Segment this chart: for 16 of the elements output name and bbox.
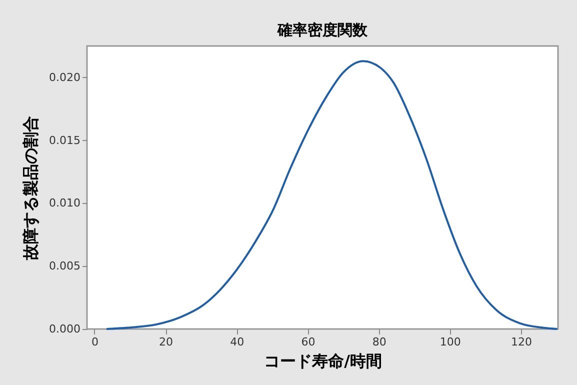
y-tick-label: 0.005 [49,260,80,273]
y-tick-label: 0.010 [49,196,80,210]
x-tick-label: 100 [440,336,461,348]
x-tick-label: 60 [301,336,316,348]
line-series [106,60,558,330]
x-axis-title: コード寿命/時間 [264,352,382,370]
chart-title: 確率密度関数 [276,21,368,39]
x-tick-label: 80 [372,336,386,348]
y-tick-label: 0.020 [49,70,80,84]
x-tick-label: 120 [511,336,532,348]
y-axis-title: 故障する製品の割合 [21,116,40,261]
x-tick-label: 0 [91,336,98,348]
y-tick-label: 0.015 [49,134,80,147]
y-tick-label: 0.000 [49,322,80,336]
x-tick-label: 20 [159,336,174,348]
x-tick-label: 40 [230,336,244,348]
